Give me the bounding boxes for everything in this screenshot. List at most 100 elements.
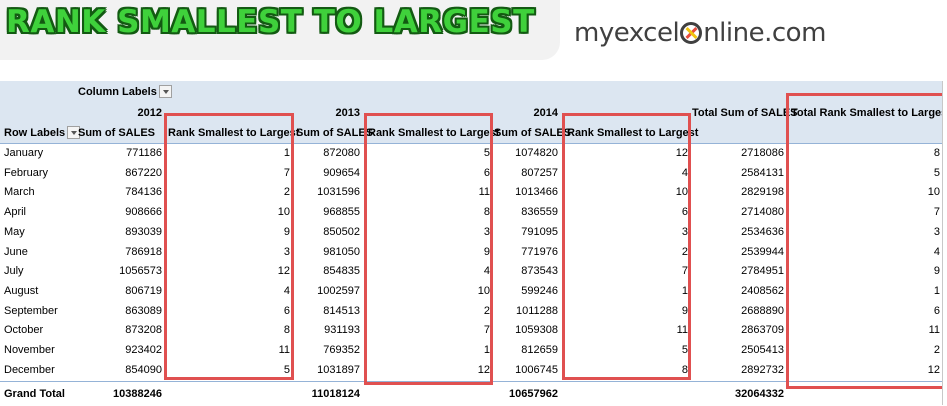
row-labels-filter-icon[interactable] (67, 125, 81, 139)
column-labels-filter-icon[interactable] (158, 84, 172, 98)
cell-sales-2012: 908666 (125, 206, 162, 219)
cell-total-rank: 9 (933, 265, 940, 278)
cell-sales-2014: 1006745 (515, 363, 558, 376)
grand-total-2014: 10657962 (509, 388, 558, 400)
cell-sales-2014: 1013466 (515, 186, 558, 199)
cell-rank-2012: 5 (283, 363, 290, 376)
cell-sales-2012: 786918 (125, 245, 162, 258)
cell-sales-2013: 931193 (324, 324, 360, 337)
cell-sales-2014: 1074820 (515, 147, 558, 159)
sheet-edge (942, 81, 947, 405)
cell-sales-2012: 854090 (125, 363, 162, 376)
logo-x-icon (680, 22, 703, 44)
cell-total-sales: 2718086 (741, 147, 784, 159)
cell-rank-2014: 4 (681, 166, 688, 179)
cell-sales-2014: 836559 (521, 206, 558, 219)
cell-sales-2014: 791095 (521, 225, 558, 238)
row-label-month: January (4, 147, 44, 159)
cell-sales-2012: 1056573 (119, 265, 162, 278)
row-label-month: September (4, 304, 58, 317)
rank-header-2012: Rank Smallest to Largest (168, 127, 300, 139)
cell-sales-2013: 981050 (323, 245, 360, 258)
cell-rank-2014: 11 (676, 324, 688, 337)
cell-sales-2013: 872080 (323, 147, 360, 159)
cell-sales-2012: 863089 (125, 304, 162, 317)
cell-rank-2013: 4 (483, 265, 490, 278)
cell-total-sales: 2892732 (741, 363, 784, 376)
cell-total-sales: 2863709 (741, 324, 784, 337)
cell-sales-2012: 867220 (125, 166, 162, 179)
year-2012-header: 2012 (137, 107, 162, 119)
row-label-month: December (4, 363, 55, 376)
logo-text-post: nline.com (703, 18, 826, 48)
cell-rank-2013: 10 (477, 284, 490, 297)
row-labels-header[interactable]: Row Labels (4, 124, 81, 142)
cell-sales-2012: 873208 (125, 324, 162, 337)
cell-rank-2012: 6 (283, 304, 290, 317)
header-row-fields (0, 124, 947, 144)
cell-sales-2014: 771976 (521, 245, 558, 258)
row-label-month: March (4, 186, 35, 199)
cell-total-sales: 2688890 (741, 304, 784, 317)
column-labels-text: Column Labels (78, 86, 157, 98)
title-banner: RANK SMALLEST TO LARGEST (0, 0, 560, 60)
row-label-month: April (4, 206, 27, 219)
row-label-month: August (4, 284, 39, 297)
sum-header-2014: Sum of SALES (494, 127, 572, 139)
cell-total-rank: 8 (933, 147, 940, 159)
cell-sales-2014: 599246 (521, 284, 558, 297)
cell-rank-2014: 3 (681, 225, 688, 238)
cell-sales-2014: 1059308 (515, 324, 558, 337)
column-labels-header[interactable]: Column Labels (78, 83, 172, 101)
row-label-month: October (4, 324, 44, 337)
cell-sales-2013: 968855 (323, 206, 360, 219)
cell-total-sales: 2539944 (741, 245, 784, 258)
cell-rank-2013: 7 (483, 324, 490, 337)
cell-sales-2013: 909654 (323, 166, 360, 179)
row-label-month: November (4, 344, 55, 356)
cell-rank-2013: 2 (483, 304, 490, 317)
cell-rank-2012: 10 (277, 206, 290, 219)
cell-rank-2012: 7 (283, 166, 290, 179)
cell-rank-2012: 1 (283, 147, 290, 159)
cell-rank-2012: 3 (283, 245, 290, 258)
cell-rank-2014: 6 (681, 206, 688, 219)
grand-total-row: Grand Total 10388246 11018124 10657962 3… (0, 381, 947, 406)
grand-total-2013: 11018124 (311, 388, 360, 400)
cell-rank-2014: 8 (681, 363, 688, 376)
cell-rank-2012: 11 (278, 344, 290, 356)
cell-sales-2012: 784136 (125, 186, 162, 199)
cell-sales-2014: 873543 (521, 265, 558, 278)
cell-sales-2014: 1011288 (515, 304, 558, 317)
highlight-rank-2013 (364, 113, 493, 385)
page-title: RANK SMALLEST TO LARGEST (6, 4, 535, 40)
cell-total-rank: 1 (933, 284, 940, 297)
cell-sales-2013: 1002597 (317, 284, 360, 297)
cell-rank-2013: 12 (477, 363, 490, 376)
cell-rank-2014: 9 (681, 304, 688, 317)
sum-header-2013: Sum of SALES (296, 127, 374, 139)
cell-rank-2013: 1 (483, 344, 490, 356)
total-sum-header: Total Sum of SALES (692, 107, 798, 119)
row-label-month: June (4, 245, 28, 258)
sum-header-2012: Sum of SALES (78, 127, 156, 139)
cell-sales-2014: 807257 (521, 166, 558, 179)
row-label-month: July (4, 265, 24, 278)
cell-total-rank: 2 (933, 344, 940, 356)
cell-sales-2013: 854835 (323, 265, 360, 278)
cell-sales-2012: 893039 (125, 225, 162, 238)
cell-sales-2013: 814513 (323, 304, 360, 317)
cell-rank-2014: 12 (675, 147, 688, 159)
cell-sales-2013: 1031897 (317, 363, 360, 376)
cell-sales-2012: 806719 (125, 284, 162, 297)
cell-sales-2013: 1031596 (317, 186, 360, 199)
cell-rank-2013: 9 (483, 245, 490, 258)
cell-total-sales: 2505413 (741, 344, 784, 356)
cell-sales-2012: 923402 (125, 344, 162, 356)
cell-total-sales: 2408562 (741, 284, 784, 297)
total-rank-header: Total Rank Smallest to Largest (791, 107, 947, 119)
rank-header-2013: Rank Smallest to Largest (368, 127, 500, 139)
cell-rank-2013: 6 (483, 166, 490, 179)
cell-rank-2013: 8 (483, 206, 490, 219)
highlight-rank-2014 (562, 113, 691, 380)
